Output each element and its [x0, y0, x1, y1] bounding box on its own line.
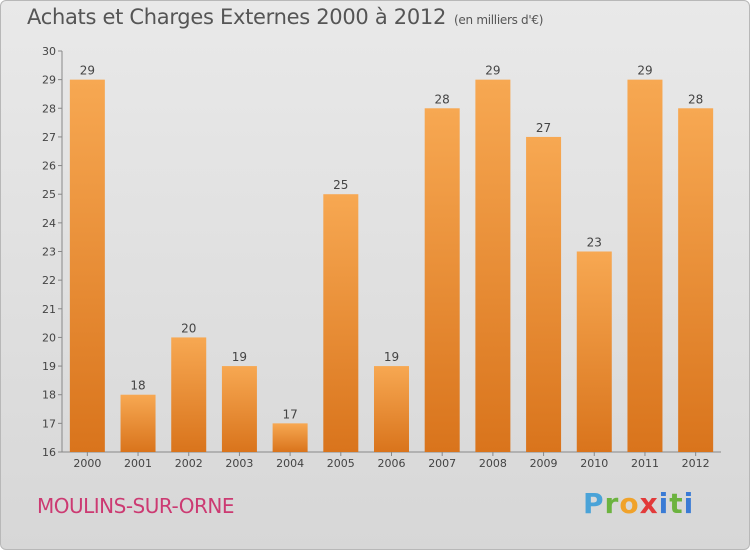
bar-2009: [526, 136, 562, 452]
y-tick-label: 25: [42, 188, 56, 201]
x-tick-label: 2007: [428, 457, 456, 470]
bar-2010: [576, 251, 612, 452]
x-tick-label: 2011: [631, 457, 659, 470]
chart-title: Achats et Charges Externes 2000 à 2012 (e…: [27, 5, 543, 29]
x-tick-label: 2004: [276, 457, 304, 470]
y-tick-label: 22: [42, 274, 56, 287]
bar-value-label: 29: [485, 64, 500, 78]
bar-value-label: 29: [80, 64, 95, 78]
x-tick-label: 2001: [124, 457, 152, 470]
bar-value-label: 25: [333, 178, 348, 192]
bar-value-label: 27: [536, 121, 551, 135]
bar-2005: [323, 194, 359, 452]
y-tick-label: 26: [42, 160, 56, 173]
x-tick-label: 2006: [378, 457, 406, 470]
y-tick-label: 17: [42, 417, 56, 430]
y-tick-label: 19: [42, 360, 56, 373]
x-tick-label: 2005: [327, 457, 355, 470]
bar-2000: [69, 79, 105, 453]
y-tick-label: 27: [42, 131, 56, 144]
y-tick-label: 20: [42, 331, 56, 344]
title-text: Achats et Charges Externes 2000 à 2012: [27, 5, 447, 29]
bar-2007: [424, 108, 460, 453]
x-tick-label: 2002: [175, 457, 203, 470]
bar-value-label: 18: [130, 379, 145, 393]
bar-value-label: 29: [637, 64, 652, 78]
x-tick-label: 2012: [682, 457, 710, 470]
x-tick-label: 2000: [73, 457, 101, 470]
x-tick-label: 2003: [225, 457, 253, 470]
bar-2011: [627, 79, 663, 453]
x-tick-label: 2010: [580, 457, 608, 470]
bar-2004: [272, 423, 308, 452]
y-tick-label: 24: [42, 217, 56, 230]
y-tick-label: 29: [42, 74, 56, 87]
bar-2012: [678, 108, 714, 453]
proxiti-logo: Proxiti: [583, 487, 695, 520]
y-tick-label: 21: [42, 303, 56, 316]
commune-name: MOULINS-SUR-ORNE: [37, 494, 234, 518]
bar-2006: [374, 366, 409, 452]
y-tick-label: 30: [42, 45, 56, 58]
bar-value-label: 23: [587, 236, 602, 250]
y-tick-label: 28: [42, 102, 56, 115]
bar-value-label: 19: [384, 350, 399, 364]
y-tick-label: 18: [42, 389, 56, 402]
bar-2002: [171, 337, 207, 452]
x-tick-label: 2008: [479, 457, 507, 470]
y-tick-label: 23: [42, 246, 56, 259]
bar-value-label: 20: [181, 321, 196, 335]
bar-value-label: 28: [688, 92, 703, 106]
bar-2001: [120, 394, 156, 452]
bar-value-label: 17: [282, 407, 297, 421]
y-tick-label: 16: [42, 446, 56, 459]
bar-value-label: 19: [232, 350, 247, 364]
bar-2003: [221, 366, 257, 452]
bar-value-label: 28: [435, 92, 450, 106]
x-tick-label: 2009: [530, 457, 558, 470]
unit-label: (en milliers d'€): [454, 13, 544, 27]
bar-2008: [475, 79, 511, 453]
